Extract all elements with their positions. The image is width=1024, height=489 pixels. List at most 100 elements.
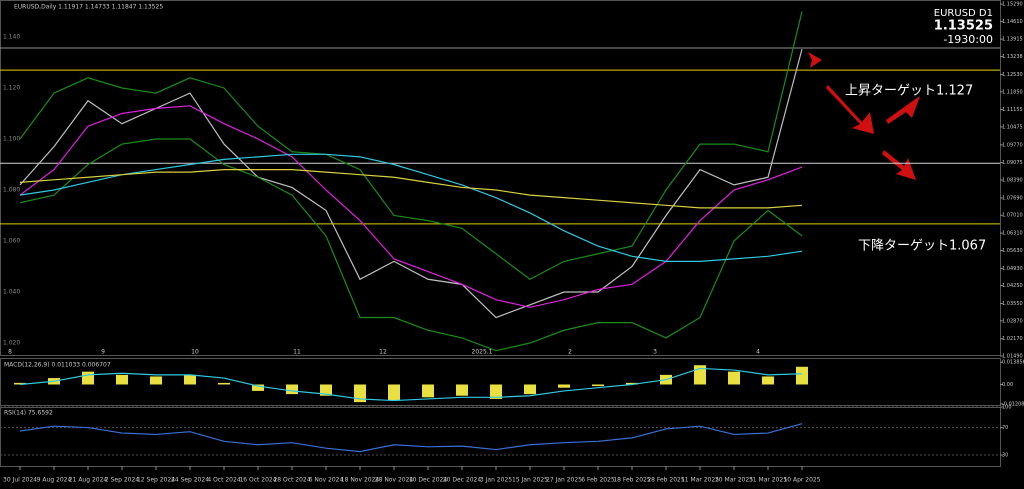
- x-tick-label: 24 Sep 2024: [171, 477, 209, 484]
- x-tick-label: 20 Dec 2024: [443, 477, 482, 484]
- inner-tick-label: 1.020: [3, 340, 20, 347]
- x-tick-label: 12 Sep 2024: [137, 477, 175, 484]
- annotation: 上昇ターゲット1.127: [845, 84, 973, 99]
- x-tick-label: 6 Feb 2025: [581, 477, 615, 484]
- x-tick-label: 18 Nov 2024: [341, 477, 380, 484]
- histogram-bar: [422, 384, 434, 398]
- x-tick-label: 28 Feb 2025: [647, 477, 685, 484]
- x-tick-label: 18 Feb 2025: [613, 477, 651, 484]
- arrows: [808, 52, 920, 180]
- y-tick-label: 1.02870: [1002, 318, 1023, 324]
- histogram-bar: [490, 384, 502, 399]
- x-tick-label: 21 Aug 2024: [69, 477, 108, 484]
- y-tick-label: 100: [1002, 405, 1012, 411]
- symbol-label: EURUSD D1: [934, 8, 993, 19]
- y-tick-label: 1.09770: [1002, 142, 1023, 148]
- period-label: 12: [379, 349, 387, 356]
- series-line: [19, 423, 803, 453]
- histogram-bar: [728, 371, 740, 385]
- arrow: [808, 52, 822, 68]
- series-line: [19, 105, 803, 308]
- y-tick-label: 1.07690: [1002, 195, 1023, 201]
- histogram-bar: [456, 384, 468, 396]
- x-tick-label: 15 Jan 2025: [512, 477, 548, 484]
- histogram-bar: [354, 384, 366, 403]
- histogram-bar: [388, 384, 400, 401]
- y-tick-label: 1.13238: [1002, 54, 1023, 60]
- arrow: [886, 96, 920, 124]
- period-label: 2025.1: [472, 349, 493, 356]
- x-tick-label: 3 Jan 2025: [480, 477, 512, 484]
- y-tick-label: 1.13915: [1002, 37, 1023, 43]
- histogram-bar: [116, 374, 128, 385]
- y-tick-label: 30: [1002, 453, 1008, 459]
- arrow: [826, 85, 874, 134]
- series-line: [19, 48, 803, 319]
- series-line: [19, 11, 803, 280]
- y-tick-label: 1.04250: [1002, 283, 1023, 289]
- y-tick-label: 1.06310: [1002, 231, 1023, 237]
- x-tick-label: 28 Oct 2024: [273, 477, 310, 484]
- y-tick-label: 1.09075: [1002, 160, 1023, 166]
- histogram-bar: [150, 376, 162, 385]
- inner-tick-label: 1.060: [3, 238, 20, 245]
- x-tick-label: 20 Mar 2025: [715, 477, 753, 484]
- x-tick-label: 30 Jul 2024: [3, 477, 37, 484]
- histogram-bar: [82, 371, 94, 385]
- x-tick-label: 2 Sep 2024: [105, 477, 139, 484]
- histogram-bar: [14, 382, 26, 385]
- period-label: 11: [293, 349, 301, 356]
- y-tick-label: 1.01490: [1002, 354, 1023, 360]
- y-tick-label: 1.14610: [1002, 19, 1023, 25]
- series-line: [19, 153, 803, 263]
- x-tick-label: 9 Aug 2024: [37, 477, 72, 484]
- histogram-bar: [592, 384, 604, 387]
- y-tick-label: 1.11850: [1002, 89, 1023, 95]
- y-tick-label: 1.04930: [1002, 266, 1023, 272]
- histogram-bar: [184, 374, 196, 385]
- histogram-bar: [524, 384, 536, 395]
- y-tick-label: -0.012083: [1002, 401, 1024, 407]
- arrow: [882, 150, 916, 180]
- x-tick-label: 27 Jan 2025: [546, 477, 582, 484]
- x-tick-label: 28 Nov 2024: [375, 477, 414, 484]
- period-label: 2: [568, 349, 572, 356]
- y-tick-label: 1.02170: [1002, 336, 1023, 342]
- series-line: [19, 168, 803, 209]
- period-label: 3: [653, 349, 657, 356]
- x-tick-label: 11 Mar 2025: [681, 477, 719, 484]
- histogram-bar: [218, 382, 230, 385]
- y-tick-label: 1.07010: [1002, 213, 1023, 219]
- macd-title: MACD(12,26,9) 0.011033 0.006707: [4, 362, 111, 369]
- x-tick-label: 10 Apr 2025: [783, 477, 820, 484]
- x-tick-label: 4 Oct 2024: [207, 477, 240, 484]
- x-tick-label: 10 Dec 2024: [409, 477, 448, 484]
- y-tick-label: 1.08390: [1002, 178, 1023, 184]
- y-tick-label: 1.03550: [1002, 301, 1023, 307]
- y-tick-label: 1.05630: [1002, 248, 1023, 254]
- y-tick-label: 1.12530: [1002, 72, 1023, 78]
- series-line: [19, 367, 803, 402]
- x-tick-label: 6 Nov 2024: [309, 477, 344, 484]
- histogram-bar: [252, 384, 264, 391]
- inner-tick-label: 1.120: [3, 84, 20, 91]
- y-tick-label: 1.15290: [1002, 2, 1023, 8]
- last-price: 1.13525: [934, 19, 993, 34]
- histogram-bar: [558, 384, 570, 388]
- histogram-bar: [796, 366, 808, 385]
- chart-title: EURUSD,Daily 1.11917 1.14733 1.11847 1.1…: [14, 4, 163, 11]
- period-label: 9: [101, 349, 105, 356]
- histogram-bar: [626, 382, 638, 385]
- y-tick-label: 1.10475: [1002, 124, 1023, 130]
- y-tick-label: 0.013856: [1002, 360, 1024, 366]
- inner-tick-label: 1.040: [3, 289, 20, 296]
- inner-tick-label: 1.080: [3, 186, 20, 193]
- histogram-bar: [762, 376, 774, 385]
- y-tick-label: 1.11155: [1002, 107, 1023, 113]
- y-tick-label: 70: [1002, 425, 1008, 431]
- rsi-title: RSI(14) 75.6592: [4, 410, 53, 417]
- x-tick-label: 31 Mar 2025: [749, 477, 787, 484]
- inner-tick-label: 1.100: [3, 135, 20, 142]
